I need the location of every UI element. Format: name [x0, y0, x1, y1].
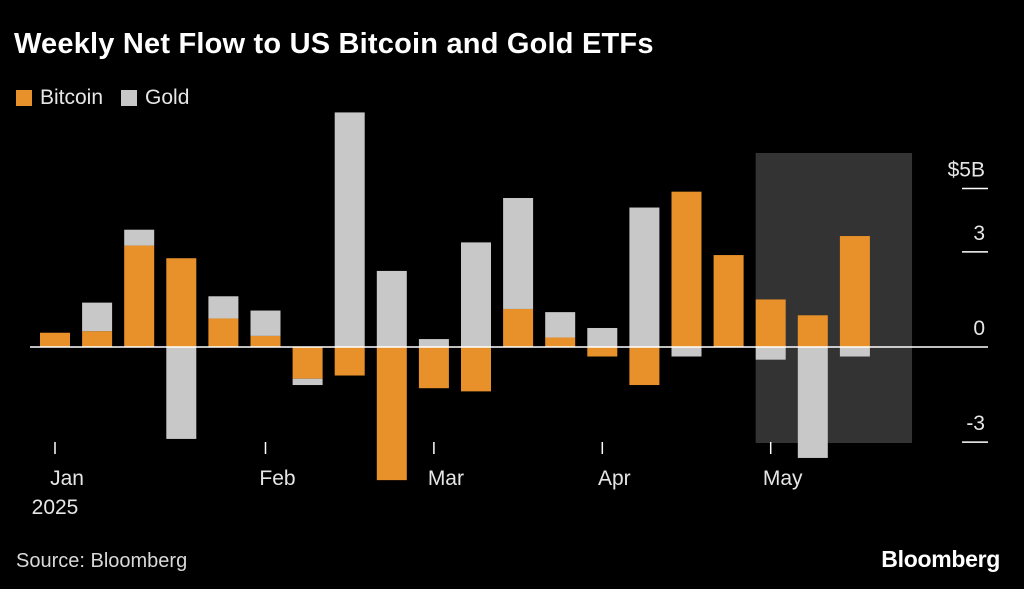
bar-bitcoin — [166, 258, 197, 347]
bar-bitcoin — [545, 337, 576, 347]
source-note: Source: Bloomberg — [16, 550, 188, 572]
bar-bitcoin — [839, 236, 870, 347]
bar-gold — [629, 207, 660, 347]
y-tick-label: 3 — [973, 222, 985, 245]
legend-swatch-gold — [121, 90, 138, 106]
bar-gold — [418, 339, 449, 347]
chart-title: Weekly Net Flow to US Bitcoin and Gold E… — [14, 28, 654, 60]
bar-bitcoin — [418, 347, 449, 389]
x-tick-label: May — [763, 467, 803, 490]
bar-bitcoin — [797, 315, 828, 347]
x-tick-label: Apr — [598, 467, 631, 490]
bar-gold — [755, 347, 786, 360]
bar-gold — [587, 327, 618, 347]
bar-bitcoin — [250, 335, 281, 347]
bar-gold — [545, 312, 576, 338]
bar-bitcoin — [713, 255, 744, 347]
y-tick-label: -3 — [966, 412, 985, 435]
bar-bitcoin — [671, 191, 702, 347]
bar-gold — [82, 302, 113, 332]
bar-bitcoin — [82, 331, 113, 347]
bar-gold — [376, 270, 407, 347]
bar-gold — [797, 347, 828, 458]
x-tick-label: Mar — [428, 467, 464, 490]
bloomberg-logo: Bloomberg — [881, 546, 1000, 572]
bar-bitcoin — [124, 245, 155, 347]
bar-gold — [208, 296, 239, 319]
legend-item-bitcoin: Bitcoin — [16, 86, 103, 110]
bar-bitcoin — [40, 332, 70, 347]
y-tick-label: $5B — [948, 159, 985, 182]
y-tick-label: 0 — [973, 317, 985, 340]
bar-gold — [334, 112, 365, 347]
x-tick-label: Feb — [259, 467, 295, 490]
bar-gold — [839, 347, 870, 357]
bar-bitcoin — [461, 347, 491, 392]
legend-item-gold: Gold — [121, 86, 189, 110]
x-tick-label: Jan — [50, 467, 84, 490]
bar-bitcoin — [755, 299, 786, 347]
bar-bitcoin — [208, 318, 239, 347]
bar-bitcoin — [587, 347, 618, 357]
bar-gold — [166, 347, 197, 439]
bar-gold — [292, 378, 323, 386]
bar-gold — [461, 242, 491, 347]
highlight-region — [755, 153, 913, 443]
legend: Bitcoin Gold — [16, 86, 207, 110]
legend-label-gold: Gold — [145, 86, 190, 109]
legend-swatch-bitcoin — [16, 90, 32, 106]
bar-bitcoin — [334, 347, 365, 376]
bar-bitcoin — [376, 347, 407, 481]
bar-gold — [671, 347, 702, 357]
bar-gold — [503, 198, 534, 309]
x-tick-sublabel: 2025 — [32, 496, 79, 519]
bar-gold — [250, 310, 281, 336]
bar-gold — [124, 229, 155, 246]
bar-bitcoin — [503, 308, 534, 347]
bar-bitcoin — [629, 347, 660, 386]
legend-label-bitcoin: Bitcoin — [40, 86, 104, 109]
bar-bitcoin — [292, 347, 323, 379]
